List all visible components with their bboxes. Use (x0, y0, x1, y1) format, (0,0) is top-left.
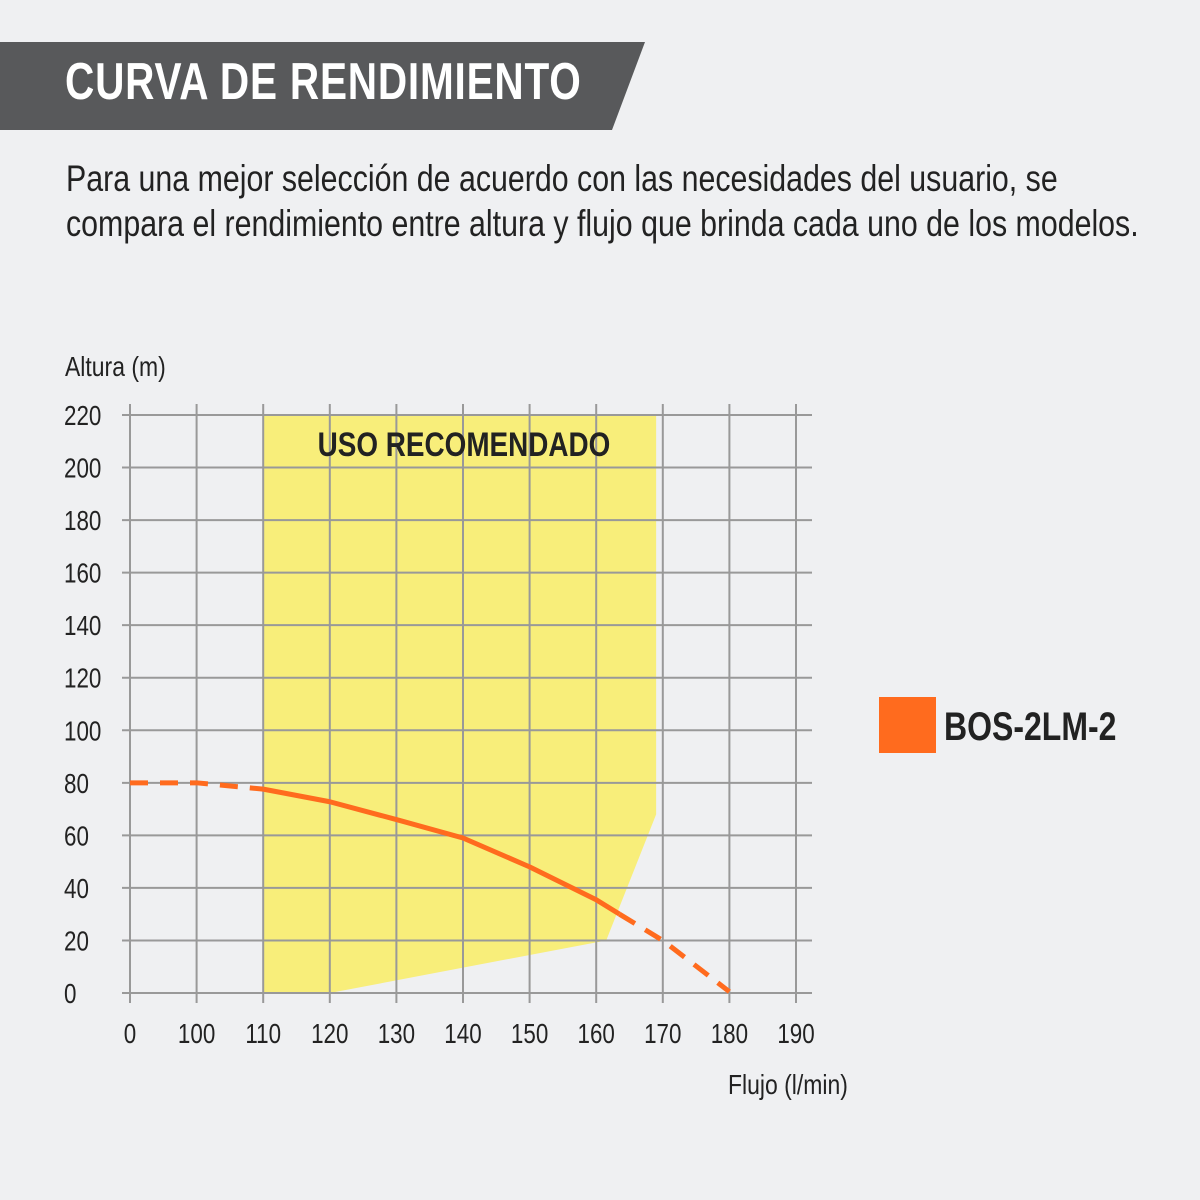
y-tick-label: 80 (64, 769, 89, 800)
recommended-region (263, 415, 657, 993)
x-tick-label: 140 (444, 1019, 481, 1050)
x-tick-label: 180 (711, 1019, 748, 1050)
y-tick-label: 0 (64, 979, 76, 1010)
legend-swatch (879, 697, 936, 753)
y-tick-label: 40 (64, 874, 89, 905)
y-tick-label: 120 (64, 663, 101, 694)
region-label: USO RECOMENDADO (318, 425, 611, 463)
series-line-dashed (618, 912, 731, 994)
y-tick-label: 220 (64, 401, 101, 432)
x-tick-label: 100 (178, 1019, 215, 1050)
series-line-dashed (130, 780, 264, 792)
series-line-solid (262, 786, 621, 917)
x-tick-label: 110 (245, 1019, 281, 1050)
y-tick-label: 160 (64, 558, 101, 589)
y-tick-label: 100 (64, 716, 101, 747)
legend-label: BOS-2LM-2 (944, 704, 1116, 749)
x-tick-label: 150 (511, 1019, 548, 1050)
x-axis-label: Flujo (l/min) (728, 1070, 848, 1101)
x-tick-label: 160 (578, 1019, 615, 1050)
y-tick-label: 200 (64, 453, 101, 484)
x-tick-label: 130 (378, 1019, 415, 1050)
y-tick-label: 180 (64, 506, 101, 537)
header-band (0, 42, 645, 130)
y-tick-label: 140 (64, 611, 101, 642)
y-tick-label: 20 (64, 926, 89, 957)
page-title: CURVA DE RENDIMIENTO (65, 53, 582, 111)
x-tick-label: 190 (777, 1019, 814, 1050)
y-axis-label: Altura (m) (65, 352, 166, 383)
x-tick-label: 120 (311, 1019, 348, 1050)
description: Para una mejor selección de acuerdo con … (66, 158, 1139, 244)
x-tick-label: 0 (124, 1019, 136, 1050)
y-tick-label: 60 (64, 821, 89, 852)
x-tick-label: 170 (644, 1019, 681, 1050)
